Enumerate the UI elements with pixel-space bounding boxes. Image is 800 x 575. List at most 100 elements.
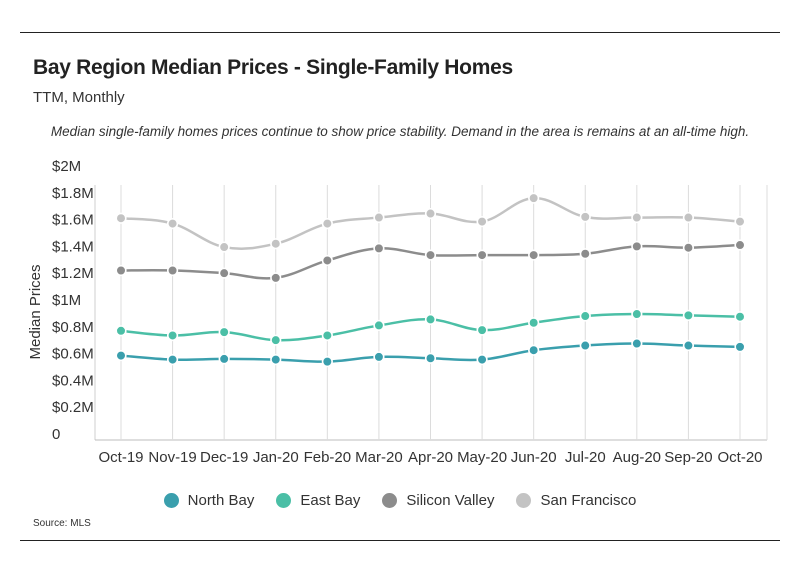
- y-tick-label: $0.4M: [52, 372, 94, 389]
- legend-label: East Bay: [300, 492, 361, 509]
- series-north-bay: [115, 337, 746, 368]
- data-point: [528, 344, 540, 356]
- data-point: [373, 211, 385, 224]
- series-east-bay: [115, 308, 746, 346]
- data-point: [270, 272, 282, 284]
- data-point: [579, 310, 591, 322]
- series-layer: [115, 192, 746, 368]
- data-point: [682, 242, 695, 254]
- bottom-rule: [20, 540, 780, 541]
- data-point: [321, 356, 333, 368]
- data-point: [321, 217, 333, 230]
- y-tick-label: $1.8M: [52, 185, 94, 202]
- x-tick-label: Oct-19: [98, 449, 143, 466]
- data-point: [270, 354, 282, 366]
- data-point: [424, 313, 437, 326]
- data-point: [270, 334, 282, 346]
- x-tick-labels: Oct-19 Nov-19 Dec-19 Jan-20 Feb-20 Mar-20 Apr-…: [98, 449, 762, 466]
- data-point: [166, 264, 179, 277]
- data-point: [218, 353, 230, 365]
- source-note: Source: MLS: [33, 518, 91, 529]
- x-tick-label: May-20: [457, 449, 507, 466]
- x-tick-label: Mar-20: [355, 449, 403, 466]
- y-tick-label: $1.2M: [52, 265, 94, 282]
- y-tick-label: $1M: [52, 292, 81, 309]
- legend-swatch: [382, 493, 398, 508]
- y-tick-label: $0.8M: [52, 319, 94, 336]
- x-tick-label: Jan-20: [253, 449, 299, 466]
- x-tick-label: Dec-19: [200, 449, 248, 466]
- chart-caption: Median single-family homes prices contin…: [50, 124, 750, 139]
- data-point: [166, 217, 179, 230]
- y-tick-label: $2M: [52, 158, 81, 175]
- chart-title: Bay Region Median Prices - Single-Family…: [33, 56, 513, 79]
- data-point: [166, 354, 179, 366]
- x-tick-label: Apr-20: [408, 449, 453, 466]
- data-point: [476, 324, 488, 336]
- data-point: [373, 319, 385, 332]
- data-point: [682, 309, 695, 321]
- data-point: [476, 249, 488, 261]
- series-silicon-valley: [115, 239, 746, 284]
- data-point: [373, 351, 385, 363]
- legend-label: Silicon Valley: [406, 492, 495, 509]
- y-axis-label: Median Prices: [27, 264, 44, 359]
- x-tick-label: Feb-20: [304, 449, 352, 466]
- data-point: [579, 211, 591, 223]
- data-point: [734, 215, 746, 228]
- data-point: [115, 212, 127, 224]
- data-point: [424, 352, 437, 364]
- x-tick-label: Nov-19: [148, 449, 196, 466]
- data-point: [373, 242, 385, 254]
- data-point: [166, 329, 179, 342]
- data-point: [631, 337, 643, 350]
- legend-swatch: [276, 493, 292, 508]
- series-san-francisco: [115, 192, 746, 253]
- legend: North Bay East Bay Silicon Valley San Franc…: [0, 492, 800, 509]
- data-point: [528, 192, 540, 204]
- data-point: [115, 264, 127, 277]
- top-rule: [20, 32, 780, 33]
- data-point: [424, 249, 437, 261]
- legend-item: North Bay: [163, 492, 255, 509]
- data-point: [218, 326, 230, 338]
- data-point: [321, 329, 333, 342]
- y-tick-label: $0.6M: [52, 346, 94, 363]
- data-point: [734, 311, 746, 323]
- legend-label: San Francisco: [540, 492, 637, 509]
- y-tick-label: 0: [52, 426, 60, 443]
- y-tick-label: $0.2M: [52, 399, 94, 416]
- legend-swatch: [163, 493, 179, 508]
- x-tick-label: Sep-20: [664, 449, 712, 466]
- data-point: [321, 254, 333, 267]
- data-point: [579, 248, 591, 260]
- legend-item: San Francisco: [516, 492, 636, 509]
- data-point: [682, 339, 695, 352]
- x-tick-label: Oct-20: [717, 449, 762, 466]
- data-point: [218, 241, 230, 253]
- x-tick-label: Jun-20: [511, 449, 557, 466]
- y-tick-labels: 0 $0.2M $0.4M $0.6M $0.8M $1M $1.2M $1.4M $1.6M $…: [52, 158, 94, 443]
- data-point: [528, 317, 540, 329]
- legend-label: North Bay: [187, 492, 255, 509]
- data-point: [631, 308, 643, 320]
- data-point: [631, 211, 643, 224]
- data-point: [115, 325, 127, 337]
- data-point: [218, 267, 230, 279]
- y-tick-label: $1.4M: [52, 238, 94, 255]
- grid-layer: [94, 185, 768, 441]
- data-point: [476, 354, 488, 366]
- data-point: [631, 240, 643, 252]
- legend-item: Silicon Valley: [382, 492, 494, 509]
- data-point: [579, 339, 591, 352]
- data-point: [528, 249, 540, 261]
- data-point: [270, 238, 282, 250]
- data-point: [476, 215, 488, 228]
- data-point: [115, 349, 127, 362]
- y-tick-label: $1.6M: [52, 212, 94, 229]
- data-point: [682, 211, 695, 224]
- legend-swatch: [516, 493, 532, 508]
- x-tick-label: Jul-20: [565, 449, 606, 466]
- data-point: [424, 207, 437, 220]
- x-tick-label: Aug-20: [613, 449, 661, 466]
